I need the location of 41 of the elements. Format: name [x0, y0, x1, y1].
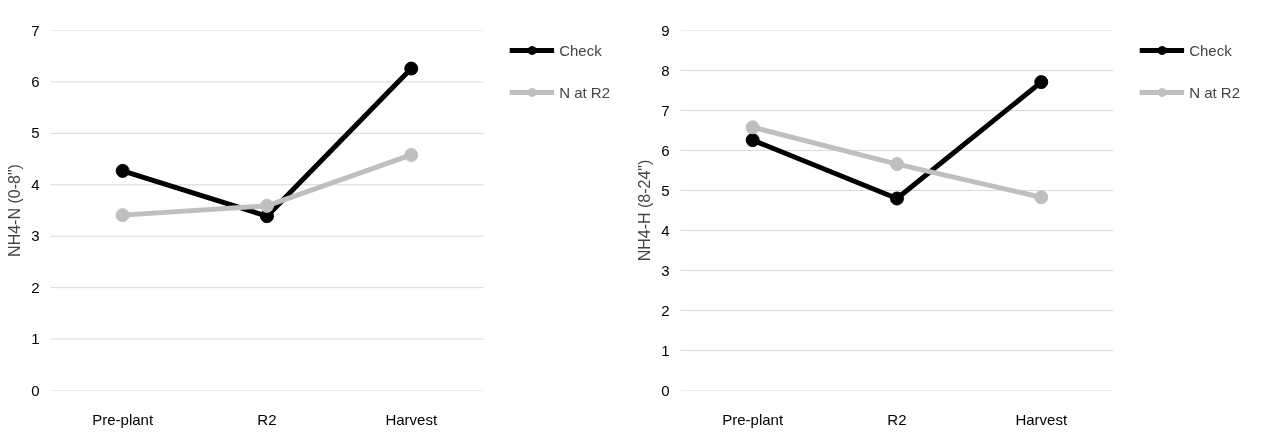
point: [404, 147, 419, 162]
y-tick-label: 3: [31, 227, 40, 245]
x-tick-label: R2: [257, 410, 277, 428]
x-tick-label: R2: [887, 410, 907, 428]
y-tick-label: 1: [31, 330, 40, 348]
y-tick-label: 3: [661, 261, 670, 279]
y-tick-label: 6: [661, 141, 670, 159]
x-tick-label: Pre-plant: [722, 410, 784, 428]
point: [404, 61, 419, 76]
legend-label: Check: [1189, 41, 1232, 59]
y-axis-title: NH4-N (0-8"): [6, 164, 24, 257]
point: [115, 208, 130, 223]
y-tick-label: 2: [661, 301, 670, 319]
y-tick-label: 1: [661, 341, 670, 359]
point: [745, 120, 760, 135]
y-tick-label: 6: [31, 72, 40, 90]
y-tick-label: 4: [31, 175, 40, 193]
y-tick-label: 4: [661, 221, 670, 239]
point: [1034, 75, 1049, 90]
x-tick-label: Harvest: [1015, 410, 1068, 428]
legend-label: N at R2: [1189, 83, 1240, 101]
y-tick-label: 0: [31, 381, 40, 399]
y-tick-label: 5: [31, 124, 40, 142]
legend-label: Check: [559, 41, 602, 59]
y-tick-label: 2: [31, 278, 40, 296]
y-tick-label: 7: [661, 101, 670, 119]
point: [889, 191, 904, 206]
y-tick-label: 9: [661, 21, 670, 39]
point: [745, 133, 760, 148]
point: [115, 163, 130, 178]
x-tick-label: Harvest: [385, 410, 438, 428]
y-axis-title: NH4-H (8-24"): [636, 159, 654, 262]
y-tick-label: 0: [661, 381, 670, 399]
legend-label: N at R2: [559, 83, 610, 101]
point: [889, 157, 904, 172]
point: [259, 198, 274, 213]
x-tick-label: Pre-plant: [92, 410, 154, 428]
y-tick-label: 8: [661, 61, 670, 79]
y-tick-label: 7: [31, 21, 40, 39]
y-tick-label: 5: [661, 181, 670, 199]
point: [1034, 190, 1049, 205]
